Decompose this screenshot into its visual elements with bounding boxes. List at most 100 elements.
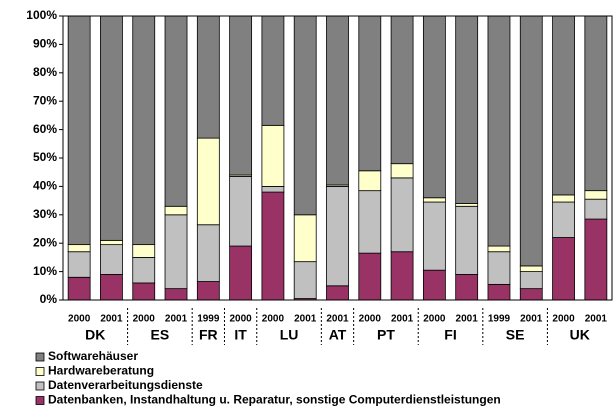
bar-segment xyxy=(358,190,382,254)
group-label: ES xyxy=(151,327,170,343)
legend-swatch xyxy=(35,352,45,362)
bar-segment xyxy=(422,15,446,199)
bar-segment xyxy=(261,15,285,126)
bar-segment xyxy=(326,15,349,186)
group-label: PT xyxy=(377,327,395,343)
bar-segment xyxy=(196,224,220,282)
y-tick-label: 70% xyxy=(33,93,57,107)
x-tick-label: 2001 xyxy=(520,314,543,325)
y-tick-label: 50% xyxy=(33,150,57,164)
bar-segment xyxy=(132,244,156,258)
x-tick-label: 2000 xyxy=(359,314,382,325)
bar-segment xyxy=(358,170,382,192)
group-label: AT xyxy=(329,327,347,343)
group-label: LU xyxy=(280,327,299,343)
bar-segment xyxy=(132,15,156,246)
bar-segment xyxy=(326,285,349,301)
bar-segment xyxy=(164,15,188,207)
y-tick-label: 10% xyxy=(33,264,57,278)
bar-segment xyxy=(390,15,414,165)
group-label: IT xyxy=(234,327,247,343)
bar-segment xyxy=(422,269,446,301)
bar-segment xyxy=(390,163,414,179)
bar-segment xyxy=(326,185,349,287)
x-tick-label: 2001 xyxy=(456,314,479,325)
bar-segment xyxy=(196,137,220,226)
legend-label: Hardwareberatung xyxy=(48,364,154,378)
bar-segment xyxy=(422,197,446,203)
bar-segment xyxy=(67,276,91,301)
bar-segment xyxy=(552,194,575,203)
x-tick-label: 2001 xyxy=(585,314,608,325)
bar-segment xyxy=(100,244,123,275)
bar-segment xyxy=(584,190,608,200)
x-tick-label: 2001 xyxy=(165,314,188,325)
x-tick-label: 2001 xyxy=(391,314,414,325)
x-tick-label: 2001 xyxy=(100,314,123,325)
y-tick-label: 60% xyxy=(33,122,57,136)
x-tick-label: 2000 xyxy=(68,314,91,325)
bar-segment xyxy=(100,274,123,301)
bar-segment xyxy=(67,15,91,246)
y-tick-label: 90% xyxy=(33,37,57,51)
y-tick-label: 100% xyxy=(26,8,57,22)
group-label: DK xyxy=(85,327,105,343)
legend-label: Softwarehäuser xyxy=(48,349,138,363)
bar-segment xyxy=(164,214,188,290)
plot-border xyxy=(62,15,613,301)
x-tick-label: 2000 xyxy=(262,314,285,325)
x-tick-label: 2000 xyxy=(552,314,575,325)
group-label: FR xyxy=(199,327,218,343)
bar-segment xyxy=(487,283,511,301)
legend-swatch xyxy=(35,396,45,405)
x-tick-label: 2000 xyxy=(423,314,446,325)
bar-segment xyxy=(552,201,575,238)
y-tick-label: 0% xyxy=(40,292,58,306)
legend-label: Datenverarbeitungsdienste xyxy=(48,378,203,392)
bar-segment xyxy=(390,177,414,253)
bar-segment xyxy=(487,245,511,253)
bar-segment xyxy=(100,15,123,241)
bar-segment xyxy=(196,281,220,301)
group-label: SE xyxy=(506,327,525,343)
x-tick-label: 2000 xyxy=(133,314,156,325)
bar-segment xyxy=(293,214,317,263)
bar-segment xyxy=(67,251,91,278)
bar-segment xyxy=(67,244,91,253)
bar-segment xyxy=(584,15,608,192)
bar-segment xyxy=(455,205,479,275)
y-tick-label: 80% xyxy=(33,65,57,79)
bar-segment xyxy=(261,191,285,301)
bar-segment xyxy=(196,15,220,139)
bar-segment xyxy=(390,251,414,301)
x-tick-label: 1999 xyxy=(197,314,220,325)
bar-segment xyxy=(519,265,543,273)
bar-segment xyxy=(519,271,543,290)
bar-segment xyxy=(293,261,317,299)
group-label: FI xyxy=(444,327,456,343)
bar-segment xyxy=(552,15,575,196)
bar-segment xyxy=(455,15,479,204)
bar-segment xyxy=(164,288,188,301)
x-tick-label: 2001 xyxy=(326,314,349,325)
bar-segment xyxy=(261,185,285,193)
bar-segment xyxy=(552,237,575,301)
bar-segment xyxy=(229,176,253,247)
bar-segment xyxy=(519,15,543,267)
bar-segment xyxy=(455,274,479,301)
x-tick-label: 1999 xyxy=(488,314,511,325)
bar-segment xyxy=(164,205,188,216)
bar-segment xyxy=(229,15,253,176)
bar-segment xyxy=(261,124,285,187)
x-tick-label: 2001 xyxy=(294,314,317,325)
group-label: UK xyxy=(570,327,590,343)
bar-segment xyxy=(358,252,382,301)
bar-segment xyxy=(358,15,382,172)
bar-segment xyxy=(132,256,156,284)
y-tick-label: 20% xyxy=(33,235,57,249)
x-tick-label: 2000 xyxy=(229,314,252,325)
bar-segment xyxy=(519,288,543,301)
bar-segment xyxy=(422,201,446,271)
legend-swatch xyxy=(35,381,45,391)
